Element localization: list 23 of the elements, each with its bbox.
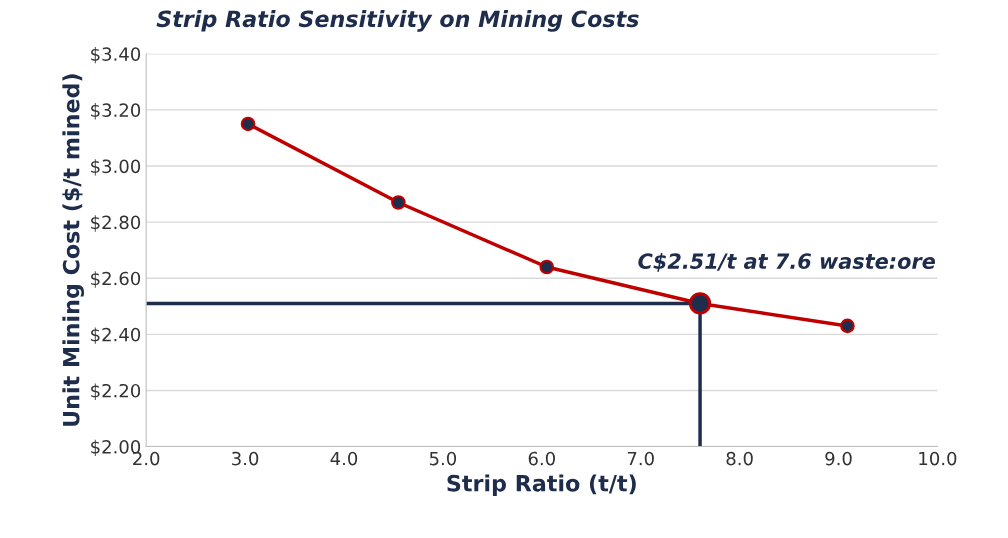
chart-title: Strip Ratio Sensitivity on Mining Costs [156,10,639,32]
x-tick-label: 6.0 [528,451,555,466]
x-tick-label: 5.0 [429,451,457,466]
annotation: C$2.51/t at 7.6 waste:ore [638,252,936,272]
x-tick-label: 4.0 [330,451,358,466]
x-tick-label: 7.0 [627,451,654,466]
point [391,195,406,210]
point [840,318,855,334]
y-tick-label: $2.80 [91,215,141,232]
x-tick-label: 9.0 [825,451,852,466]
point [240,116,256,132]
y-tick-label: $2.60 [91,271,141,288]
y-tick-label: $3.20 [91,103,141,120]
x-tick-label: 3.0 [232,451,259,466]
x-axis-title: Strip Ratio (t/t) [447,474,636,496]
x-tick-label: 8.0 [726,451,753,466]
point [539,259,555,275]
y-tick-label: $3.00 [91,159,141,176]
y-tick-label: $3.40 [91,46,141,64]
y-tick-label: $2.40 [91,327,141,344]
y-axis-title: Unit Mining Cost ($/t mined) [62,74,85,426]
x-tick-label: 10.0 [919,451,957,466]
y-tick-label: $2.20 [91,383,141,400]
